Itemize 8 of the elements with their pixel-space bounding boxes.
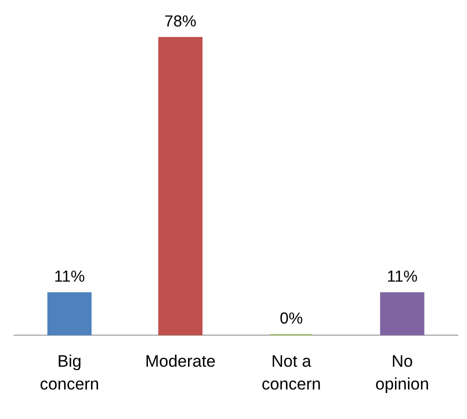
data-label: 11% [55, 270, 84, 282]
data-label: 0% [280, 312, 302, 324]
x-tick-label: No opinion [376, 355, 428, 393]
data-label: 11% [388, 270, 418, 282]
x-tick-label: Big concern [40, 354, 98, 390]
data-label: 78% [165, 15, 196, 27]
x-tick-label: Moderate [146, 354, 215, 367]
x-tick-label: Not a concern [262, 355, 320, 390]
